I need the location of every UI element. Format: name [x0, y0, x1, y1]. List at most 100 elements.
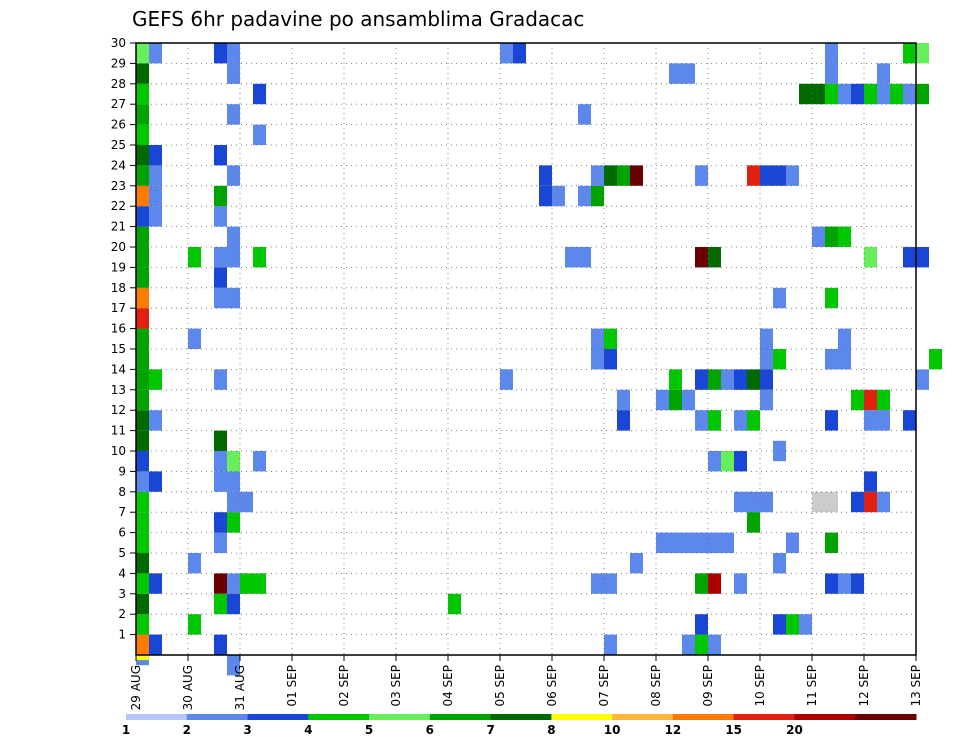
- heatmap-cell: [760, 165, 773, 186]
- heatmap-cell: [591, 328, 604, 349]
- colorbar-label: 12: [665, 723, 682, 737]
- heatmap-cell: [695, 532, 708, 553]
- heatmap-cell: [136, 614, 149, 635]
- heatmap-cell: [656, 532, 669, 553]
- heatmap-cell: [227, 247, 240, 268]
- heatmap-cell: [227, 63, 240, 84]
- heatmap-cell: [253, 451, 266, 472]
- colorbar-label: 5: [365, 723, 373, 737]
- heatmap-cell: [708, 410, 721, 431]
- heatmap-cell: [695, 573, 708, 594]
- heatmap-cell: [617, 389, 630, 411]
- heatmap-cell: [786, 532, 799, 553]
- heatmap-cell: [812, 83, 825, 105]
- heatmap-cell: [916, 83, 929, 105]
- heatmap-cell: [682, 389, 695, 411]
- heatmap-cell: [851, 83, 864, 105]
- x-tick-label: 09 SEP: [701, 665, 715, 707]
- heatmap-cell: [149, 185, 162, 207]
- heatmap-cell: [734, 451, 747, 472]
- y-tick-label: 9: [118, 464, 126, 478]
- heatmap-cell: [565, 247, 578, 268]
- heatmap-cell: [136, 328, 149, 349]
- heatmap-cell: [825, 43, 838, 64]
- heatmap-cell: [149, 43, 162, 64]
- heatmap-cell: [760, 389, 773, 411]
- heatmap-cell: [448, 593, 461, 615]
- heatmap-cell: [682, 634, 695, 655]
- y-tick-label: 23: [111, 179, 126, 193]
- x-tick-label: 08 SEP: [649, 665, 663, 707]
- y-tick-label: 13: [111, 383, 126, 397]
- heatmap-cell: [227, 104, 240, 125]
- heatmap-cell: [851, 389, 864, 411]
- heatmap-cell: [136, 410, 149, 431]
- heatmap-cell: [149, 634, 162, 655]
- heatmap-cell: [227, 165, 240, 186]
- dotted-grid: [136, 43, 916, 655]
- heatmap-cell: [864, 83, 877, 105]
- heatmap-cell: [591, 185, 604, 207]
- y-tick-label: 27: [111, 97, 126, 111]
- colorbar-swatch: [490, 714, 552, 720]
- heatmap-cell: [149, 206, 162, 227]
- heatmap-cell: [825, 573, 838, 594]
- heatmap-cell: [214, 247, 227, 268]
- heatmap-cell: [695, 247, 708, 268]
- x-tick-label: 10 SEP: [753, 665, 767, 707]
- y-tick-label: 5: [118, 546, 126, 560]
- heatmap-cell: [214, 512, 227, 533]
- heatmap-cell: [851, 573, 864, 594]
- heatmap-cell: [773, 349, 786, 370]
- heatmap-cell: [149, 165, 162, 186]
- y-tick-label: 7: [118, 505, 126, 519]
- heatmap-cell: [253, 573, 266, 594]
- x-tick-label: 12 SEP: [857, 665, 871, 707]
- heatmap-cell: [747, 512, 760, 533]
- heatmap-cell: [214, 532, 227, 553]
- colorbar-label: 7: [486, 723, 494, 737]
- heatmap-cell: [838, 349, 851, 370]
- heatmap-cell: [773, 165, 786, 186]
- heatmap-cell: [604, 349, 617, 370]
- y-tick-label: 29: [111, 56, 126, 70]
- heatmap-cell: [539, 165, 552, 186]
- heatmap-cell: [136, 185, 149, 207]
- heatmap-cell: [136, 145, 149, 166]
- y-tick-label: 17: [111, 301, 126, 315]
- heatmap-cell: [747, 410, 760, 431]
- heatmap-cell: [604, 634, 617, 655]
- heatmap-cell: [708, 573, 721, 594]
- heatmap-cell: [760, 349, 773, 370]
- heatmap-cell: [136, 451, 149, 472]
- y-tick-label: 19: [111, 260, 126, 274]
- heatmap-cell: [864, 410, 877, 431]
- heatmap-cell: [227, 226, 240, 247]
- colorbar-swatch: [429, 714, 492, 720]
- y-tick-label: 21: [111, 220, 126, 234]
- heatmap-cell: [136, 287, 149, 309]
- heatmap-cell: [760, 369, 773, 390]
- y-tick-label: 4: [118, 566, 126, 580]
- heatmap-cell: [656, 389, 669, 411]
- heatmap-cell: [747, 491, 760, 513]
- heatmap-cell: [136, 430, 149, 451]
- heatmap-cell: [227, 512, 240, 533]
- heatmap-cell: [695, 410, 708, 431]
- y-tick-label: 3: [118, 587, 126, 601]
- heatmap-cell: [500, 43, 513, 64]
- heatmap-cell: [708, 451, 721, 472]
- colorbar-swatch: [186, 714, 249, 720]
- heatmap-cell: [578, 247, 591, 268]
- heatmap-cell: [136, 104, 149, 125]
- heatmap-cell: [864, 247, 877, 268]
- heatmap-cell: [617, 410, 630, 431]
- heatmap-cell: [188, 328, 201, 349]
- heatmap-cell: [708, 369, 721, 390]
- heatmap-cell: [799, 83, 812, 105]
- heatmap-cell: [214, 471, 227, 492]
- x-tick-label: 29 AUG: [129, 665, 143, 710]
- y-tick-label: 1: [118, 628, 126, 642]
- heatmap-cell: [136, 226, 149, 247]
- heatmap-cell: [136, 512, 149, 533]
